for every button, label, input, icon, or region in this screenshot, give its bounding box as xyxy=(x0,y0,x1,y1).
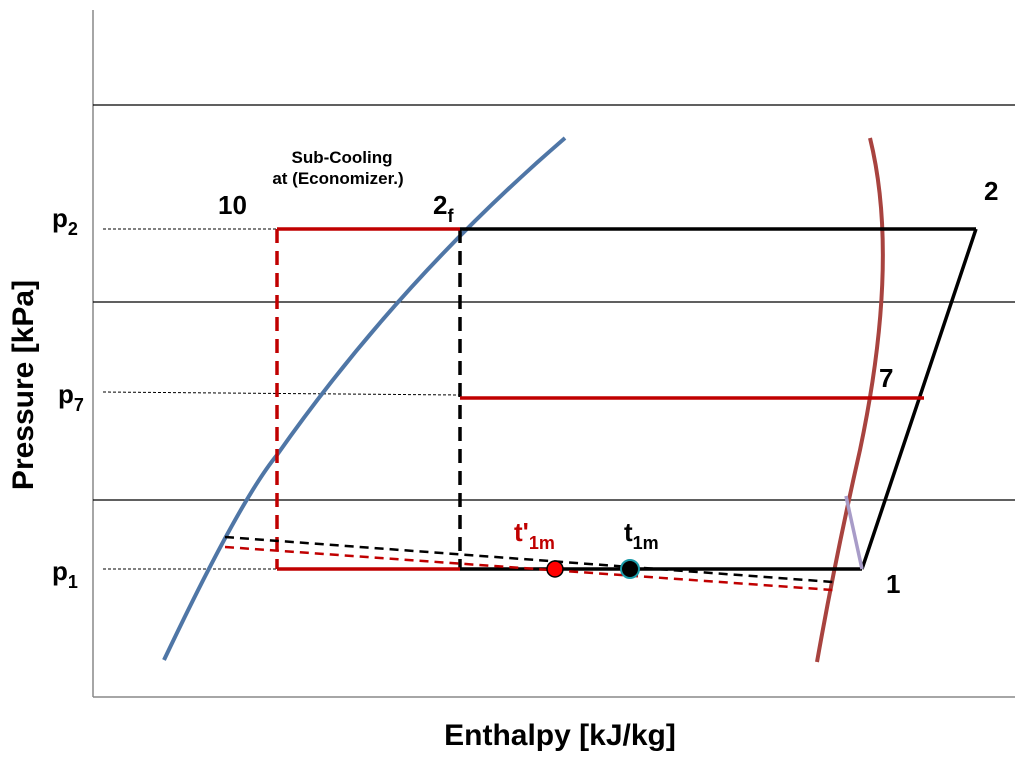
point-10-label: 10 xyxy=(218,190,247,220)
mixing-line-red xyxy=(224,545,834,592)
point-2f-label: 2f xyxy=(433,190,454,226)
point-1-label: 1 xyxy=(886,569,900,599)
mixing-line-black xyxy=(224,535,834,584)
t1m-label: t1m xyxy=(624,517,659,553)
subcooling-annotation-line1: Sub-Cooling xyxy=(291,148,392,167)
t1m-prime-label: t'1m xyxy=(514,517,555,553)
p2-label: p2 xyxy=(52,203,78,239)
p7-reference-line xyxy=(102,391,461,396)
saturated-vapor-curve xyxy=(815,137,885,663)
y-axis-label: Pressure [kPa] xyxy=(7,280,40,490)
p7-label: p7 xyxy=(58,379,84,415)
x-axis-label: Enthalpy [kJ/kg] xyxy=(444,719,676,752)
t1m-prime-point xyxy=(546,560,564,578)
point-7-label: 7 xyxy=(879,363,893,393)
p1-label: p1 xyxy=(52,556,78,592)
saturated-liquid-curve xyxy=(162,136,567,661)
t1m-point xyxy=(620,559,640,579)
subcooling-annotation-line2: at (Economizer.) xyxy=(272,169,403,188)
superheat-segment xyxy=(844,495,864,570)
point-2-label: 2 xyxy=(984,176,998,206)
